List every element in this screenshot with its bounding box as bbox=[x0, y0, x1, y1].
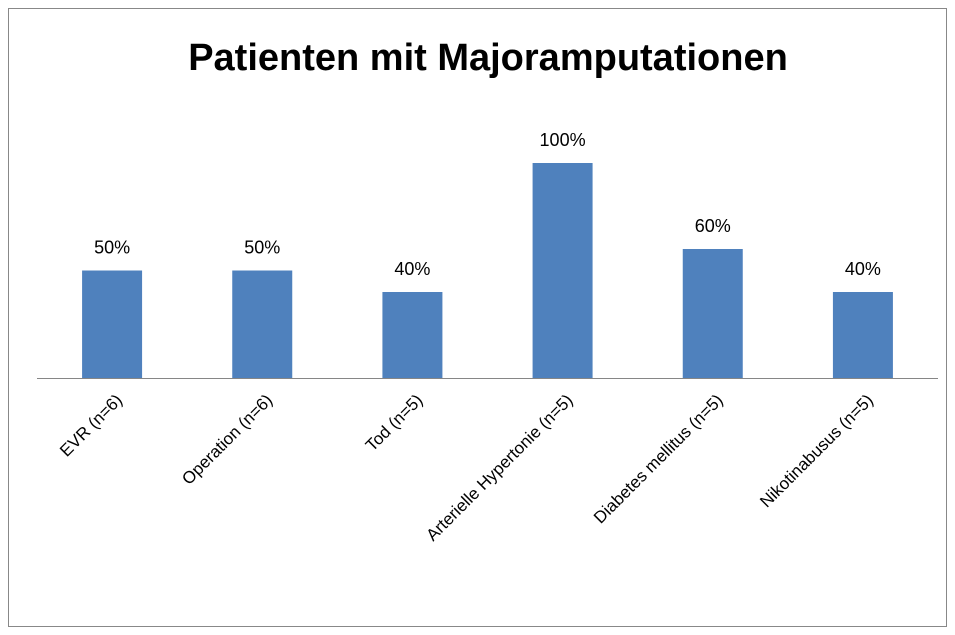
chart-title: Patienten mit Majoramputationen bbox=[188, 37, 788, 79]
data-label: 40% bbox=[394, 259, 430, 279]
data-label: 50% bbox=[244, 237, 280, 257]
data-label: 100% bbox=[540, 130, 586, 150]
bar bbox=[82, 270, 143, 378]
data-label: 40% bbox=[845, 259, 881, 279]
data-label: 50% bbox=[94, 237, 130, 257]
bar bbox=[232, 270, 293, 378]
data-label: 60% bbox=[695, 216, 731, 236]
bar bbox=[382, 292, 443, 378]
bar bbox=[832, 292, 893, 378]
bar bbox=[682, 249, 743, 378]
bar bbox=[532, 163, 593, 378]
chart-border bbox=[8, 8, 947, 627]
